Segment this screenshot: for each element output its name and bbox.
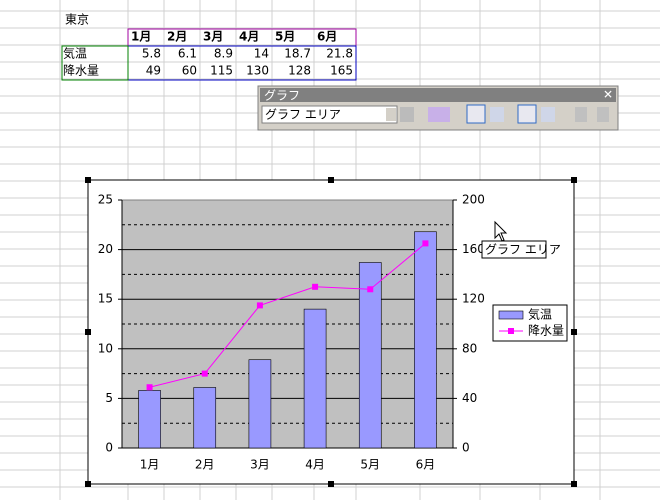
y-tick-label: 25 xyxy=(98,193,113,207)
y2-tick-label: 200 xyxy=(462,193,485,207)
handle xyxy=(85,329,91,335)
y-tick-label: 0 xyxy=(105,441,113,455)
handle xyxy=(328,481,334,487)
line xyxy=(149,243,426,388)
cell: 49 xyxy=(146,64,161,78)
y-tick-label: 15 xyxy=(98,292,113,306)
legend-button[interactable] xyxy=(466,104,486,124)
format-button[interactable] xyxy=(400,107,414,122)
marker xyxy=(146,384,153,391)
handle xyxy=(85,481,91,487)
chart-type-button[interactable] xyxy=(428,107,450,122)
x-tick-label: 1月 xyxy=(140,458,160,472)
cell: 6.1 xyxy=(178,47,197,61)
dropdown-text: グラフ エリア xyxy=(265,108,341,122)
x-tick-label: 5月 xyxy=(360,458,380,472)
bar xyxy=(138,390,161,449)
y2-tick-label: 80 xyxy=(462,341,477,355)
x-tick-label: 2月 xyxy=(195,458,215,472)
bar xyxy=(193,387,217,449)
cell: 21.8 xyxy=(326,47,353,61)
by-row-button[interactable] xyxy=(517,104,537,124)
marker xyxy=(256,302,263,309)
angle-text-down[interactable] xyxy=(575,107,587,122)
marker xyxy=(201,370,208,377)
cell: 8.9 xyxy=(214,47,233,61)
y-tick-label: 10 xyxy=(98,341,113,355)
column-header: 3月 xyxy=(203,30,223,44)
handle xyxy=(571,177,577,183)
chart-toolbar: グラフ グラフ エリア ✕ xyxy=(257,85,619,131)
y2-tick-label: 40 xyxy=(462,391,477,405)
bar xyxy=(414,231,437,449)
label-range xyxy=(61,45,129,81)
column-header: 2月 xyxy=(167,30,187,44)
tooltip: グラフ エリア xyxy=(485,243,561,257)
x-tick-label: 3月 xyxy=(250,458,270,472)
legend-marker xyxy=(508,328,514,334)
toolbar-title: グラフ xyxy=(264,89,300,103)
cell: 60 xyxy=(182,64,197,78)
chart-object-dropdown[interactable] xyxy=(261,105,398,124)
data-table-button[interactable] xyxy=(490,107,504,122)
row-label: 降水量 xyxy=(63,64,99,78)
selection-handles xyxy=(85,177,577,487)
bar xyxy=(248,359,272,449)
handle xyxy=(85,177,91,183)
cell: 128 xyxy=(288,64,311,78)
by-column-button[interactable] xyxy=(541,107,555,122)
column-header: 5月 xyxy=(275,30,295,44)
cell: 18.7 xyxy=(284,47,311,61)
cell: 165 xyxy=(330,64,353,78)
tooltip-box xyxy=(481,240,547,259)
y-tick-label: 20 xyxy=(98,242,113,256)
angle-text-up[interactable] xyxy=(597,107,609,122)
column-header: 4月 xyxy=(239,30,259,44)
legend-label: 気温 xyxy=(528,307,552,322)
sheet-title: 東京 xyxy=(65,13,89,27)
legend-label: 降水量 xyxy=(528,324,564,338)
close-button[interactable]: ✕ xyxy=(603,88,613,102)
x-tick-label: 4月 xyxy=(305,458,325,472)
handle xyxy=(328,177,334,183)
cell: 5.8 xyxy=(142,47,161,61)
row-label: 気温 xyxy=(63,46,87,61)
legend-swatch xyxy=(498,310,524,320)
y-tick-label: 5 xyxy=(105,391,113,405)
column-header: 1月 xyxy=(131,30,151,44)
marker xyxy=(422,240,429,247)
column-header: 6月 xyxy=(317,30,337,44)
cell: 14 xyxy=(254,47,269,61)
y2-tick-label: 160 xyxy=(462,242,485,256)
handle xyxy=(571,481,577,487)
marker xyxy=(312,283,319,290)
bar xyxy=(358,262,382,449)
y2-tick-label: 120 xyxy=(462,292,485,306)
x-tick-label: 6月 xyxy=(416,458,436,472)
cell: 130 xyxy=(246,64,269,78)
handle xyxy=(571,329,577,335)
cell: 115 xyxy=(210,64,233,78)
value-range xyxy=(127,45,357,81)
marker xyxy=(367,286,374,293)
cursor xyxy=(494,220,508,242)
bar xyxy=(303,308,327,449)
y2-tick-label: 0 xyxy=(462,441,470,455)
plot: 0 5 10 15 20 25 0 40 80 120 160 200 1月 2月 3月 4月 5月 6月 気温降水… xyxy=(98,193,568,472)
